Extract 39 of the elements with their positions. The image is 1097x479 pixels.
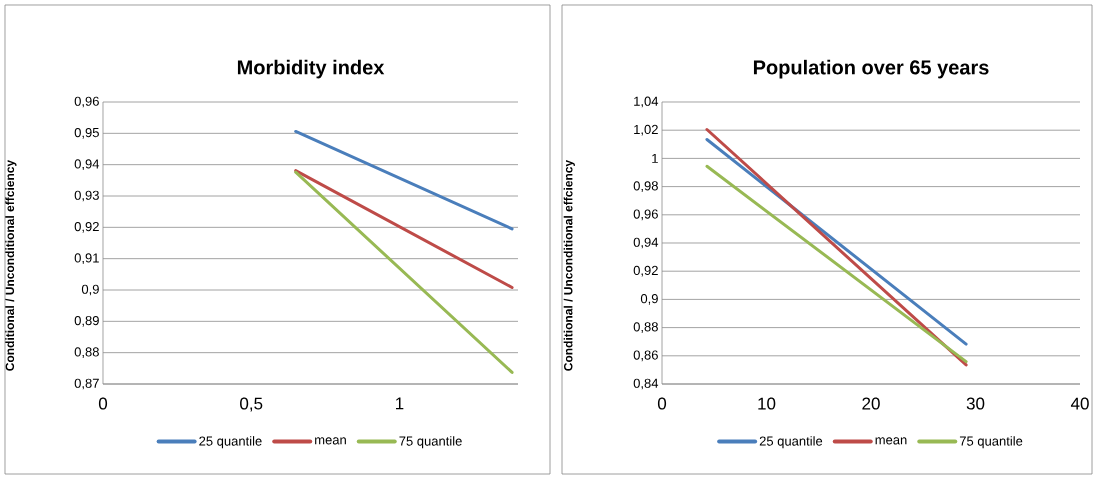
y-tick-label: 1,02 — [634, 124, 658, 136]
x-tick-label: 0 — [657, 397, 667, 410]
y-axis-title: Conditional / Unconditional effciency — [563, 159, 575, 371]
chart-title: Morbidity index — [237, 59, 385, 79]
y-tick-label: 0,94 — [633, 237, 659, 249]
legend-label: 75 quantile — [399, 436, 462, 449]
y-tick-label: 0,9 — [81, 284, 99, 296]
y-tick-label: 0,86 — [633, 350, 658, 362]
x-tick-label: 1 — [396, 397, 404, 410]
legend-label: mean — [875, 437, 907, 445]
y-tick-label: 0,96 — [633, 209, 658, 221]
y-tick-label: 0,96 — [74, 96, 99, 108]
y-tick-label: 0,95 — [74, 127, 99, 139]
y-tick-label: 0,92 — [74, 221, 99, 233]
y-tick-label: 0,87 — [74, 378, 99, 390]
legend-label: 25 quantile — [199, 436, 262, 449]
chart-title: Population over 65 years — [753, 59, 989, 79]
y-tick-label: 0,89 — [74, 315, 99, 327]
legend-label: mean — [315, 437, 346, 445]
y-tick-label: 0,88 — [633, 322, 658, 333]
y-axis-title: Conditional / Unconditional effciency — [5, 159, 17, 371]
x-tick-label: 10 — [758, 397, 776, 410]
x-tick-label: 0 — [98, 397, 108, 410]
x-tick-label: 0,5 — [240, 397, 263, 412]
y-tick-label: 0,93 — [74, 190, 99, 202]
x-tick-label: 30 — [966, 397, 985, 410]
legend-label: 25 quantile — [759, 436, 823, 449]
x-tick-label: 40 — [1070, 397, 1089, 410]
y-tick-label: 1,04 — [634, 96, 659, 108]
y-tick-label: 0,94 — [74, 159, 100, 171]
y-tick-label: 0,84 — [633, 378, 659, 390]
y-tick-label: 0,9 — [640, 294, 658, 305]
y-tick-label: 0,98 — [633, 181, 658, 192]
y-tick-label: 0,92 — [633, 265, 658, 277]
y-tick-label: 0,88 — [74, 347, 99, 359]
legend-label: 75 quantile — [959, 436, 1023, 449]
y-tick-label: 0,91 — [74, 253, 99, 265]
y-tick-label: 1 — [652, 153, 658, 163]
x-tick-label: 20 — [862, 397, 880, 410]
